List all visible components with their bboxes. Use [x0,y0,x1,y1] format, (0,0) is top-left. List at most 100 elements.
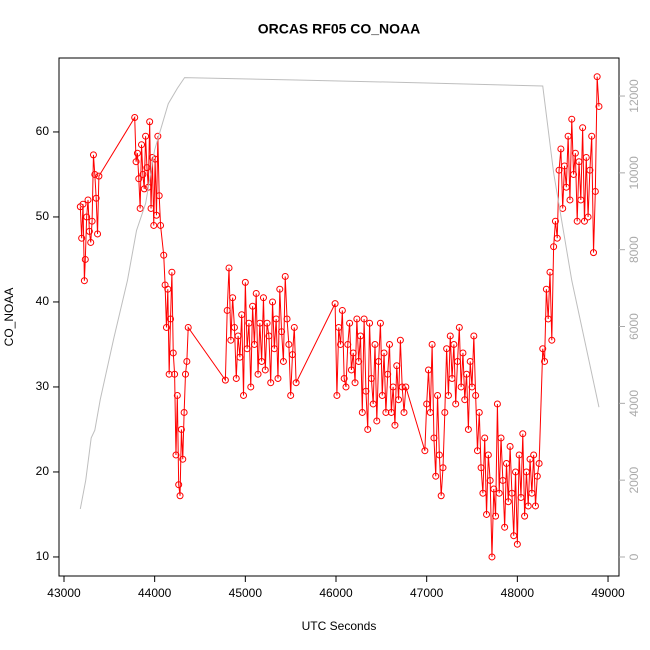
data-point [515,451,523,459]
data-point [256,319,264,327]
data-point [152,211,160,219]
data-point [95,172,103,180]
chart-title: ORCAS RF05 CO_NOAA [258,21,421,37]
data-point [230,323,238,331]
y-tick-label: 50 [36,209,50,223]
data-point [179,455,187,463]
data-point [261,366,269,374]
data-point [353,315,361,323]
data-point [508,489,516,497]
data-point [389,383,397,391]
data-point [448,374,456,382]
series-line [79,76,600,557]
data-point [464,425,472,433]
data-point [136,204,144,212]
data-point [553,234,561,242]
data-point [588,132,596,140]
x-tick-label: 48000 [501,586,535,600]
data-point [533,472,541,480]
data-point [373,417,381,425]
data-point [564,132,572,140]
data-point [250,340,258,348]
data-point [263,319,271,327]
y-tick-label: 40 [36,294,50,308]
data-point [269,298,277,306]
data-point [249,302,257,310]
data-point [362,387,370,395]
data-point [579,124,587,132]
data-point [376,319,384,327]
data-point [542,285,550,293]
data-point [356,332,364,340]
data-point [355,357,363,365]
data-point [89,151,97,159]
x-tick-label: 45000 [229,586,263,600]
data-point [551,217,559,225]
data-point [360,315,368,323]
plot-frame [58,57,620,577]
data-point [229,294,237,302]
data-point [172,451,180,459]
y2-tick-label: 6000 [627,313,641,340]
data-point [258,357,266,365]
data-point [488,553,496,561]
data-point [546,268,554,276]
data-point [434,391,442,399]
data-point [395,396,403,404]
data-point [81,255,89,263]
data-point [259,294,267,302]
y-axis-label: CO_NOAA [2,288,16,347]
data-point [245,319,253,327]
data-point [88,217,96,225]
data-point [160,251,168,259]
data-point [78,234,86,242]
data-point [593,73,601,81]
data-point [510,532,518,540]
data-point [236,353,244,361]
data-point [481,434,489,442]
x-tick-label: 44000 [138,586,172,600]
data-point [279,357,287,365]
data-point [382,408,390,416]
y2-tick-label: 0 [627,553,641,560]
data-point [524,502,532,510]
data-point [512,468,520,476]
data-point [402,383,410,391]
data-point [501,523,509,531]
data-point [335,323,343,331]
data-point [432,472,440,480]
data-point [595,102,603,110]
data-point [441,408,449,416]
data-point [459,349,467,357]
data-point [531,502,539,510]
data-point [84,196,92,204]
data-point [454,357,462,365]
data-point [223,306,231,314]
data-point [177,425,185,433]
data-point [466,357,474,365]
data-point [162,323,170,331]
data-point [183,357,191,365]
data-point [80,277,88,285]
data-point [173,391,181,399]
data-point [423,400,431,408]
data-point [83,213,91,221]
data-point [435,451,443,459]
data-point [446,332,454,340]
x-tick-label: 46000 [319,586,353,600]
y-tick-label: 10 [36,549,50,563]
data-point [165,370,173,378]
data-point [285,340,293,348]
y2-tick-label: 10000 [627,156,641,190]
data-point [393,362,401,370]
data-point [544,315,552,323]
data-point [473,447,481,455]
data-point [265,332,273,340]
data-point [378,391,386,399]
data-point [463,370,471,378]
data-point [92,194,100,202]
data-point [270,345,278,353]
data-point [575,158,583,166]
data-point [79,200,87,208]
data-point [517,493,525,501]
